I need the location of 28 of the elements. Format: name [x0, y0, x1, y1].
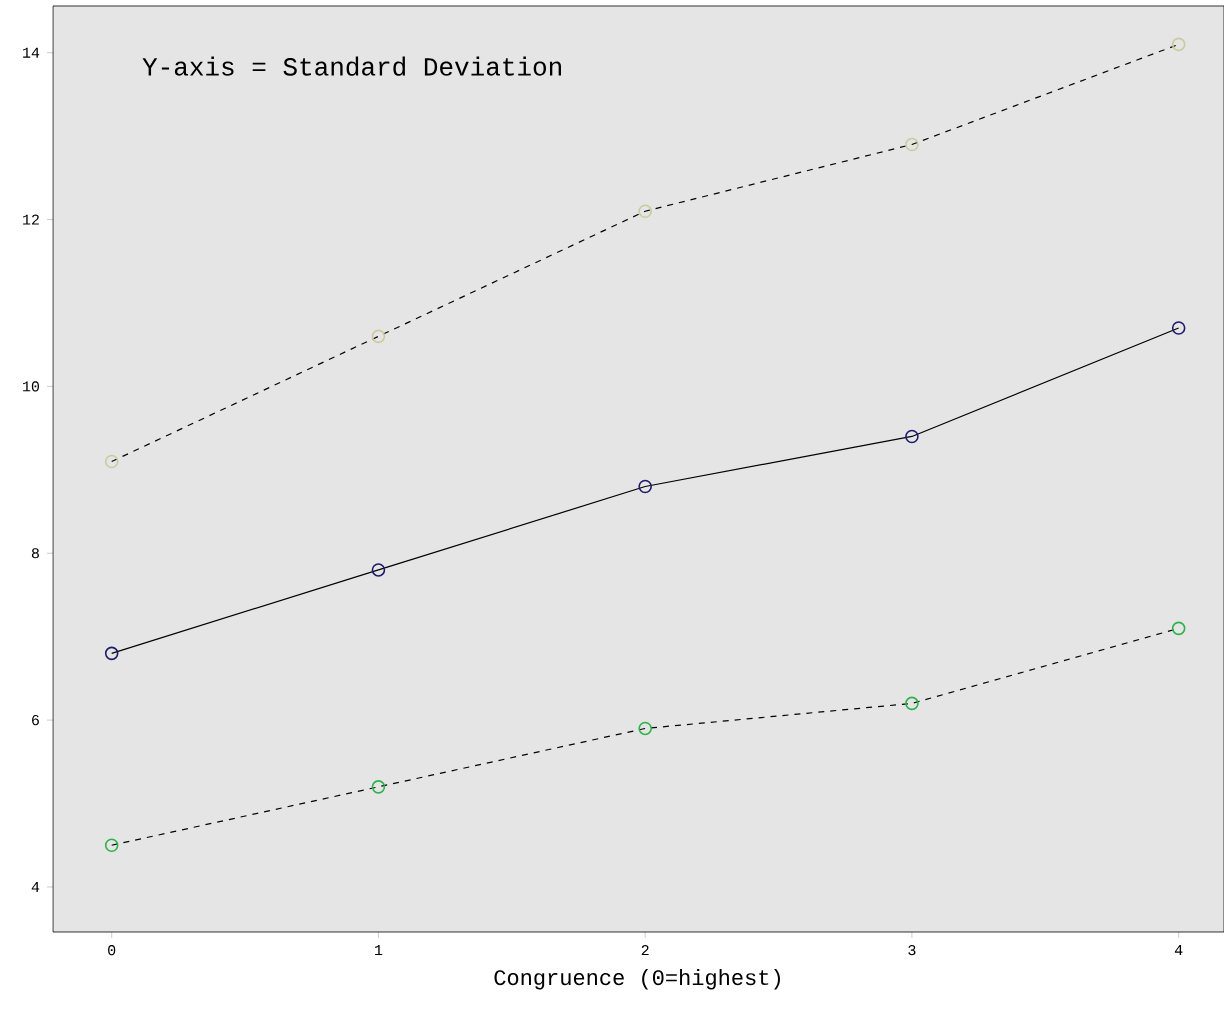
point: [905, 429, 919, 444]
y-tick-label: 14: [23, 47, 40, 58]
point: [638, 479, 652, 494]
point: [905, 696, 919, 711]
y-tick-label: 8: [31, 548, 39, 559]
x-tick-label: 2: [641, 945, 649, 956]
point: [104, 646, 119, 661]
x-tick-label: 3: [908, 945, 916, 956]
point: [371, 780, 386, 794]
point: [905, 137, 919, 152]
point: [371, 329, 386, 344]
point: [638, 721, 652, 736]
y-tick-label: 6: [32, 715, 39, 726]
point: [371, 563, 386, 577]
point: [1171, 37, 1186, 52]
annotation: Y-axis = Standard Deviation: [142, 56, 561, 76]
point: [104, 838, 119, 853]
x-tick-label: 4: [1174, 945, 1183, 955]
y-tick-label: 12: [23, 214, 39, 225]
x-tick-label: 1: [375, 945, 383, 955]
y-tick-label: 10: [23, 381, 39, 392]
y-tick-label: 4: [31, 882, 40, 892]
x-tick-label: 0: [108, 945, 116, 956]
point: [1171, 621, 1186, 636]
point: [638, 204, 652, 219]
point: [104, 454, 119, 469]
x-axis-title: Congruence (0=highest): [494, 968, 780, 990]
point: [1171, 321, 1186, 335]
